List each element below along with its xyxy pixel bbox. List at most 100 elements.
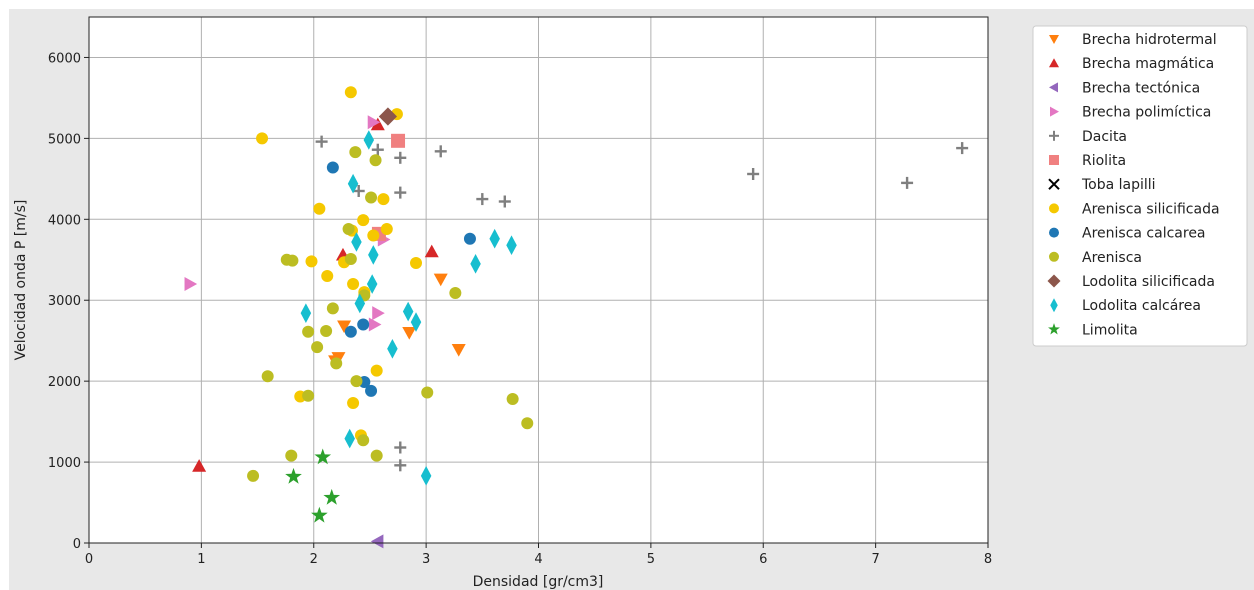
legend-marker (1050, 298, 1058, 313)
data-point (285, 467, 302, 484)
grid-lines (88, 17, 989, 544)
legend-marker (1049, 251, 1059, 262)
data-point (305, 255, 318, 268)
data-point (394, 441, 407, 454)
data-point (320, 324, 333, 337)
data-point (344, 428, 355, 449)
data-point (402, 301, 414, 322)
legend-label: Arenisca (1082, 250, 1142, 266)
data-point (410, 257, 423, 270)
data-point (344, 252, 357, 265)
data-point (311, 341, 324, 354)
data-point (350, 375, 363, 388)
data-points (184, 86, 969, 549)
data-point (451, 343, 466, 357)
y-tick-label: 1000 (48, 456, 81, 471)
legend-marker (1049, 82, 1058, 93)
data-point (377, 193, 390, 206)
legend-box (1032, 25, 1248, 347)
legend-marker (1049, 35, 1059, 44)
data-point (354, 293, 366, 314)
data-point (371, 143, 384, 156)
data-point (402, 327, 417, 340)
data-point (391, 133, 406, 148)
legend-marker (1049, 130, 1059, 141)
data-point (286, 254, 299, 267)
legend-marker (1048, 178, 1060, 190)
data-point (394, 186, 407, 199)
data-point (357, 318, 370, 331)
data-point (387, 338, 398, 359)
data-point (256, 132, 269, 145)
data-point (394, 151, 407, 164)
y-tick-label: 0 (73, 537, 81, 552)
data-point (347, 397, 360, 410)
legend-label: Brecha magmática (1082, 56, 1214, 72)
x-tick-label: 7 (871, 552, 879, 567)
legend-marker (1049, 58, 1059, 68)
legend-label: Toba lapilli (1081, 177, 1156, 193)
data-point (326, 161, 339, 174)
data-point (351, 232, 362, 252)
data-point (370, 117, 385, 131)
legend-label: Arenisca calcarea (1082, 226, 1206, 242)
x-tick-label: 6 (759, 552, 767, 567)
data-point (365, 191, 378, 204)
y-tick-label: 5000 (48, 132, 81, 147)
data-point (363, 130, 375, 150)
data-point (421, 386, 434, 399)
legend-label: Lodolita calcárea (1082, 298, 1201, 314)
legend-marker (1048, 323, 1060, 335)
data-point (367, 229, 380, 242)
x-tick-label: 8 (984, 552, 992, 567)
data-point (369, 154, 382, 167)
legend-marker (1049, 155, 1059, 165)
legend-label: Riolita (1082, 153, 1126, 169)
data-point (433, 273, 448, 287)
data-point (420, 466, 432, 486)
data-point (368, 317, 382, 332)
data-point (470, 254, 481, 274)
data-point (337, 320, 352, 334)
x-tick-label: 1 (197, 552, 205, 567)
legend-label: Brecha polimíctica (1082, 105, 1211, 121)
data-point (342, 223, 355, 236)
data-point (463, 232, 476, 245)
data-point (368, 245, 379, 265)
y-axis-ticks: 0 1000 2000 3000 4000 5000 6000 (48, 51, 89, 552)
data-point (366, 274, 378, 294)
data-point (956, 142, 969, 155)
data-point (184, 277, 198, 292)
data-point (357, 434, 370, 447)
x-axis-label: Densidad [gr/cm3] (473, 574, 604, 590)
data-point (347, 278, 360, 291)
data-point (302, 325, 315, 338)
data-point (323, 488, 341, 505)
data-point (378, 107, 398, 126)
legend-marker (1050, 106, 1059, 117)
legend-marker (1049, 227, 1059, 238)
data-point (357, 214, 370, 227)
data-point (370, 534, 384, 549)
data-point (380, 223, 393, 236)
x-tick-label: 4 (534, 552, 542, 567)
y-tick-label: 3000 (48, 294, 81, 309)
data-point (372, 306, 385, 321)
data-point (424, 244, 439, 258)
data-point (326, 302, 339, 315)
data-point (365, 384, 378, 397)
data-point (300, 303, 312, 323)
y-tick-label: 6000 (48, 51, 81, 66)
x-tick-label: 0 (85, 552, 93, 567)
data-point (192, 459, 207, 472)
legend-marker (1049, 203, 1059, 214)
data-point (370, 364, 383, 377)
data-point (321, 269, 334, 282)
legend-label: Lodolita silicificada (1082, 274, 1215, 290)
data-point (498, 195, 511, 208)
data-point (311, 506, 328, 523)
data-point (506, 392, 519, 405)
legend: Brecha hidrotermal Brecha magmática Brecha… (1032, 25, 1248, 347)
data-point (394, 459, 407, 472)
